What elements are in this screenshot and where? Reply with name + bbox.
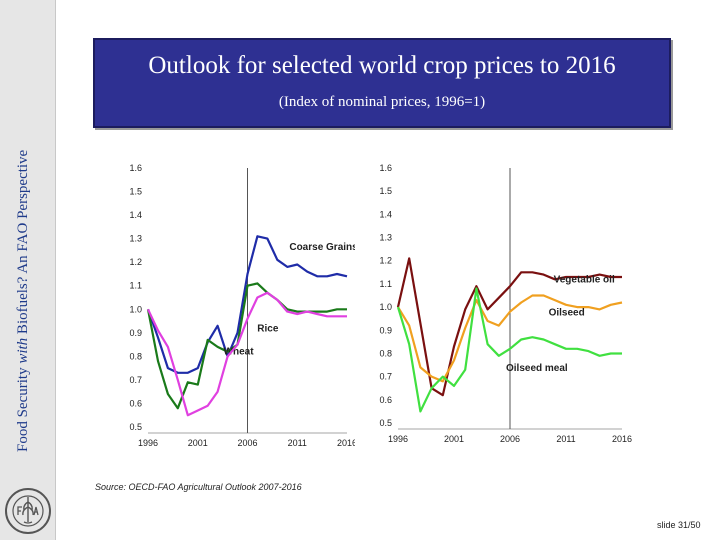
y-tick-label: 1.3 [379, 233, 392, 243]
series-line-oilseed [397, 294, 623, 383]
slide-number: slide 31/50 [657, 520, 701, 530]
y-tick-label: 1.1 [129, 281, 142, 291]
source-note: Source: OECD-FAO Agricultural Outlook 20… [95, 482, 302, 492]
y-tick-label: 1.1 [379, 279, 392, 289]
y-tick-label: 1.6 [129, 163, 142, 173]
y-tick-label: 1.5 [379, 186, 392, 196]
series-label-oilseed-meal: Oilseed meal [506, 363, 568, 374]
y-tick-label: 0.7 [129, 375, 142, 385]
y-tick-label: 0.6 [129, 398, 142, 408]
y-tick-label: 1.0 [129, 304, 142, 314]
chart-oils: 1.6 1.5 1.4 1.3 1.2 1.1 1.0 0.9 0.8 0.7 0.6 0.5 1996… [379, 163, 632, 444]
y-tick-label: 1.2 [379, 256, 392, 266]
y-tick-label: 1.2 [129, 257, 142, 267]
series-label-wheat: Wheat [224, 347, 255, 358]
x-tick-label: 2016 [337, 438, 355, 448]
slide-title: Outlook for selected world crop prices t… [148, 52, 616, 79]
fao-logo [5, 488, 51, 534]
y-tick-label: 0.8 [129, 351, 142, 361]
x-tick-label: 2006 [237, 438, 257, 448]
y-tick-label: 1.4 [129, 210, 142, 220]
y-tick-label: 0.8 [379, 348, 392, 358]
x-tick-label: 1996 [138, 438, 158, 448]
series-line-coarse-grains [146, 235, 348, 374]
title-box: Outlook for selected world crop prices t… [93, 38, 671, 128]
series-line-wheat [146, 282, 347, 410]
sidebar: Food Security with Biofuels? An FAO Pers… [0, 0, 56, 540]
series-label-vegetable-oil: Vegetable oil [554, 275, 615, 286]
y-tick-label: 1.3 [129, 234, 142, 244]
series-line-oilseed-meal [396, 287, 622, 413]
series-line-rice [147, 291, 347, 417]
x-tick-label: 2011 [556, 434, 575, 444]
x-tick-label: 2001 [188, 438, 208, 448]
x-tick-label: 1996 [388, 434, 408, 444]
sidebar-title-prefix: Food Security [15, 363, 31, 452]
y-tick-label: 1.0 [379, 302, 392, 312]
y-tick-label: 0.7 [379, 372, 392, 382]
x-tick-label: 2011 [288, 438, 307, 448]
y-tick-label: 1.5 [129, 187, 142, 197]
y-tick-label: 0.9 [129, 328, 142, 338]
series-label-rice: Rice [257, 324, 279, 335]
slide-subtitle: (Index of nominal prices, 1996=1) [278, 94, 486, 110]
sidebar-title: Food Security with Biofuels? An FAO Pers… [12, 22, 34, 452]
series-label-oilseed: Oilseed [549, 308, 585, 319]
x-tick-label: 2016 [612, 434, 632, 444]
series-line-vegetable-oil [396, 257, 622, 397]
x-tick-label: 2001 [444, 434, 464, 444]
y-tick-label: 0.9 [379, 325, 392, 335]
y-tick-label: 1.6 [379, 163, 392, 173]
y-tick-label: 0.5 [379, 418, 392, 428]
series-label-coarse-grains: Coarse Grains [289, 242, 355, 253]
sidebar-title-suffix: Biofuels? An FAO Perspective [15, 149, 31, 338]
y-tick-label: 0.6 [379, 395, 392, 405]
y-tick-label: 0.5 [129, 422, 142, 432]
y-tick-label: 1.4 [379, 209, 392, 219]
x-tick-label: 2006 [500, 434, 520, 444]
sidebar-title-italic: with [15, 337, 31, 364]
chart-cereals: 1.6 1.5 1.4 1.3 1.2 1.1 1.0 0.9 0.8 0.7 0.6 0.5 1996… [129, 163, 355, 448]
